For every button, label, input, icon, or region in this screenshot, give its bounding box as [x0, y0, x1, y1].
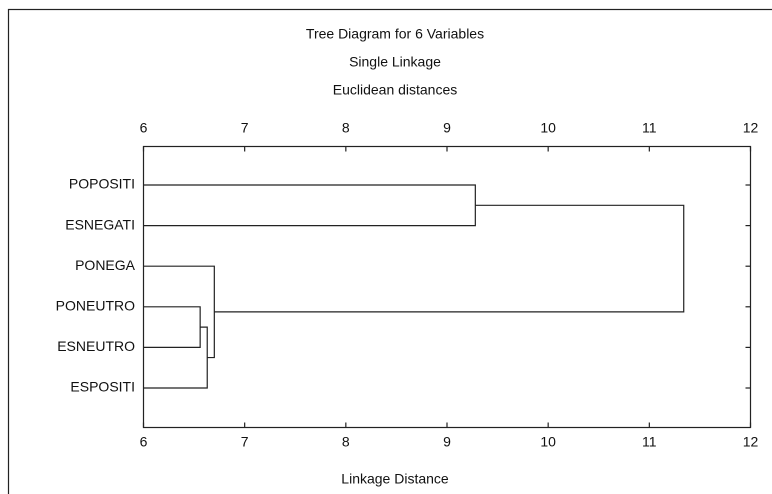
x-tick-label: 11: [642, 434, 657, 450]
chart-title: Tree Diagram for 6 Variables: [306, 26, 484, 42]
x-tick-label: 12: [743, 434, 759, 450]
leaf-label: PONEUTRO: [56, 298, 135, 314]
x-tick-label: 11: [642, 120, 657, 136]
x-tick-label: 9: [443, 120, 451, 136]
x-tick-label: 7: [241, 120, 249, 136]
dendrogram-link: [143, 306, 201, 348]
x-tick-label: 10: [540, 120, 556, 136]
dendrogram-link: [143, 184, 476, 227]
plot-frame: [142, 145, 752, 429]
leaf-label: POPOSITI: [69, 176, 135, 192]
frame: [7, 8, 772, 494]
x-tick-label: 12: [743, 120, 759, 136]
dendrogram-link: [214, 204, 685, 313]
x-axis-label: Linkage Distance: [341, 471, 449, 487]
leaf-label: PONEGA: [75, 257, 136, 273]
x-tick-label: 8: [342, 434, 350, 450]
dendrogram-link: [143, 265, 215, 359]
x-tick-label: 6: [140, 434, 148, 450]
x-tick-label: 8: [342, 120, 350, 136]
x-tick-label: 6: [140, 120, 148, 136]
chart-subtitle: Euclidean distances: [333, 82, 458, 98]
leaf-label: ESPOSITI: [70, 379, 135, 395]
chart-subtitle: Single Linkage: [349, 54, 441, 70]
x-tick-label: 9: [443, 434, 451, 450]
dendrogram-link: [143, 326, 208, 389]
leaf-label: ESNEUTRO: [57, 338, 135, 354]
leaf-label: ESNEGATI: [65, 216, 135, 232]
x-tick-label: 10: [540, 434, 556, 450]
x-tick-label: 7: [241, 434, 249, 450]
